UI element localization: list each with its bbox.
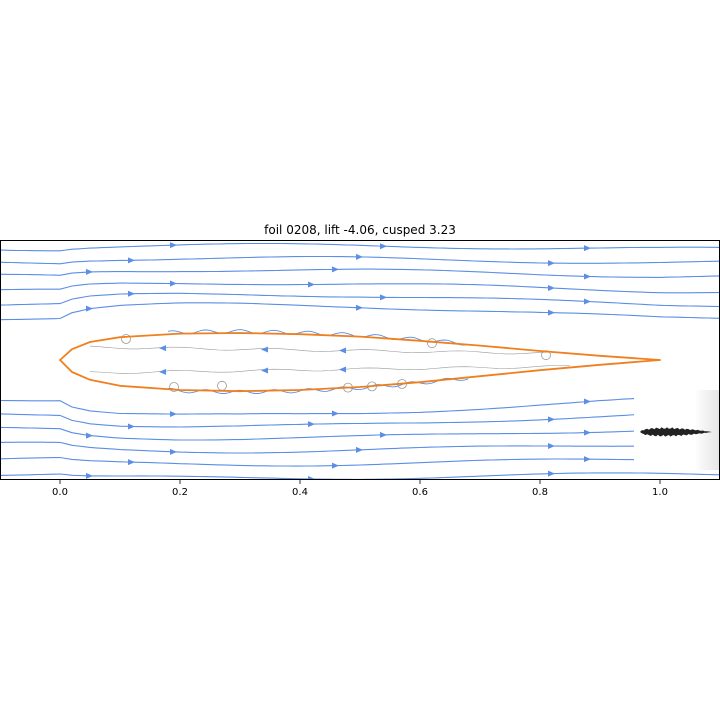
x-axis: 0.0 0.2 0.4 0.6 0.8 1.0: [52, 480, 668, 498]
streamline: [0, 456, 720, 467]
airfoil: [59, 332, 661, 393]
streamline-arrow: [86, 305, 93, 312]
plot-area: [0, 240, 720, 480]
streamline: [0, 268, 720, 278]
streamline-arrow: [128, 290, 135, 297]
streamline: [0, 411, 720, 428]
streamline-arrow: [332, 266, 339, 273]
streamline: [0, 426, 720, 441]
streamline-arrow: [380, 294, 387, 301]
reverse-flow-arrow: [261, 367, 268, 374]
streamline-arrow: [170, 242, 177, 249]
streamline-arrow: [548, 309, 555, 316]
wake-line: [89, 365, 571, 374]
streamline-arrow: [548, 284, 555, 291]
streamline-arrow: [308, 475, 315, 480]
streamline-arrow: [86, 432, 93, 439]
streamline: [0, 396, 720, 415]
x-tick-label: 0.0: [52, 487, 68, 498]
streamline-arrow: [356, 446, 363, 453]
reverse-flow-arrow: [261, 346, 268, 353]
streamline-arrow: [380, 431, 387, 438]
streamline-arrow: [548, 470, 555, 477]
streamline-arrow: [170, 448, 177, 455]
vortex-marker: [427, 338, 437, 349]
airfoil-outline: [59, 332, 661, 393]
reverse-flow-arrow: [159, 345, 166, 352]
reverse-flow-arrow: [339, 366, 346, 373]
plot-background: [0, 240, 720, 480]
streamline-arrow: [548, 260, 555, 267]
streamline-arrow: [548, 443, 555, 450]
streamline: [0, 242, 720, 252]
wake-line: [89, 345, 571, 355]
streamline-arrow: [128, 459, 135, 466]
streamline-arrow: [128, 423, 135, 430]
x-tick-label: 0.6: [412, 487, 428, 498]
x-tick-label: 0.4: [292, 487, 308, 498]
streamline-arrow: [584, 398, 591, 405]
streamline-arrow: [128, 257, 135, 264]
inset-thumbnail: [634, 390, 720, 470]
vortex-marker: [169, 382, 179, 392]
streamline-arrow: [356, 304, 363, 311]
streamline-arrow: [170, 411, 177, 418]
reverse-flow-arrow: [159, 368, 166, 375]
streamline-arrow: [584, 298, 591, 305]
streamlines: [0, 242, 720, 480]
inset-airfoil-shape: [640, 427, 712, 437]
reverse-flow-arrow: [339, 347, 346, 354]
streamline: [0, 282, 720, 294]
streamline-arrow: [308, 421, 315, 428]
streamline-arrow: [86, 268, 93, 275]
chart-title: foil 0208, lift -4.06, cusped 3.23: [264, 223, 456, 237]
streamline-arrow: [548, 416, 555, 423]
streamline-arrow: [332, 410, 339, 417]
streamline: [0, 292, 720, 308]
streamline-arrow: [584, 245, 591, 252]
streamline-arrow: [584, 273, 591, 280]
streamline-arrow: [584, 429, 591, 436]
streamline-arrow: [308, 281, 315, 288]
streamline-arrow: [584, 456, 591, 463]
vortex-marker: [121, 334, 131, 344]
streamline-arrow: [170, 280, 177, 287]
x-tick-label: 0.8: [532, 487, 548, 498]
x-tick-label: 0.2: [172, 487, 188, 498]
streamline-arrow: [86, 472, 93, 479]
streamline-arrow: [380, 243, 387, 250]
streamline-arrow: [332, 462, 339, 469]
streamline-arrow: [356, 253, 363, 260]
x-tick-label: 1.0: [652, 487, 668, 498]
